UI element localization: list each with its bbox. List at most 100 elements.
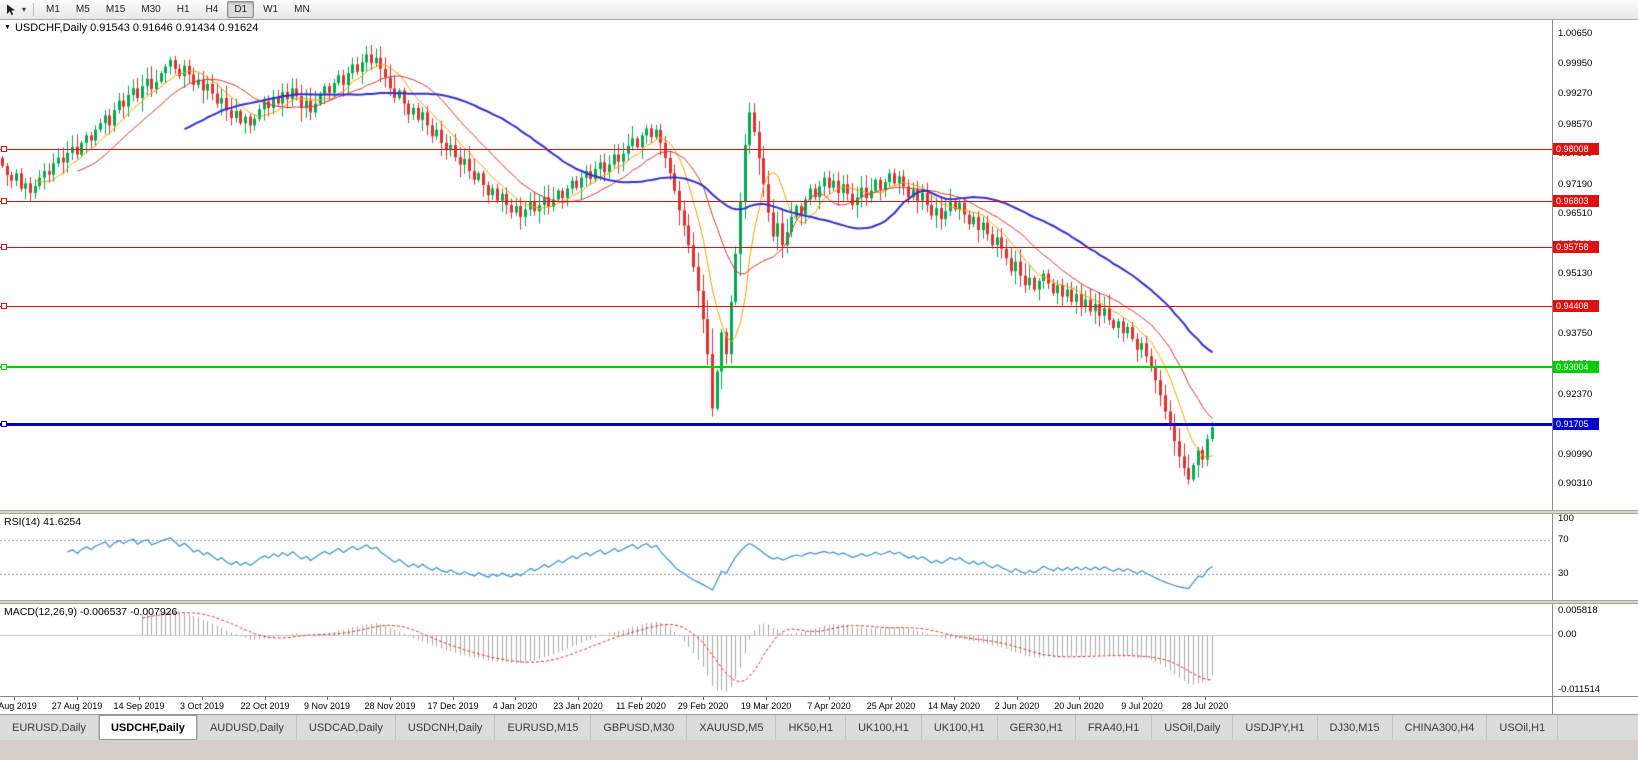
time-axis-tick <box>891 697 892 700</box>
chart-title-text: USDCHF,Daily 0.91543 0.91646 0.91434 0.9… <box>14 22 259 34</box>
hline-handle-0-96803[interactable] <box>1 198 7 205</box>
time-axis-label: 28 Nov 2019 <box>364 701 416 711</box>
hline-0-95758[interactable] <box>0 247 1552 248</box>
price-tag-0-93004: 0.93004 <box>1553 360 1599 373</box>
timeframe-button-d1[interactable]: D1 <box>227 1 255 18</box>
time-axis-label: 17 Dec 2019 <box>427 701 479 711</box>
hline-0-91705[interactable] <box>0 422 1552 426</box>
timeframe-button-mn[interactable]: MN <box>294 4 310 15</box>
price-axis-label: 0.99950 <box>1558 58 1593 70</box>
hline-0-98008[interactable] <box>0 149 1552 150</box>
time-axis-label: 23 Jan 2020 <box>553 701 603 711</box>
time-axis-corner <box>1552 696 1638 714</box>
price-axis-label: 0.93750 <box>1558 328 1593 340</box>
tab-eurusd-daily[interactable]: EURUSD,Daily <box>0 715 99 740</box>
time-axis-tick <box>202 697 203 700</box>
tab-uk100-h1[interactable]: UK100,H1 <box>922 715 998 740</box>
time-axis-tick <box>77 697 78 700</box>
timeframe-button-m1[interactable]: M1 <box>46 4 60 15</box>
status-bar <box>0 740 1638 760</box>
time-axis-label: 11 Feb 2020 <box>616 701 666 711</box>
time-axis-tick <box>1142 697 1143 700</box>
rsi-pane: RSI(14) 41.6254 100 70 30 <box>0 514 1638 600</box>
timeframe-button-m5[interactable]: M5 <box>75 4 90 15</box>
hline-handle-0-94408[interactable] <box>1 302 7 309</box>
hline-handle-0-91705[interactable] <box>1 420 7 427</box>
hline-handle-0-95758[interactable] <box>1 244 7 250</box>
price-tag-0-91705: 0.91705 <box>1553 417 1599 430</box>
tab-usdchf-daily[interactable]: USDCHF,Daily <box>98 715 198 740</box>
tab-ger30-h1[interactable]: GER30,H1 <box>998 715 1076 740</box>
price-axis-label: 0.97190 <box>1558 178 1593 190</box>
tab-fra40-h1[interactable]: FRA40,H1 <box>1076 715 1153 740</box>
price-tag-0-98008: 0.98008 <box>1553 143 1599 155</box>
timeframe-button-h4[interactable]: H4 <box>205 4 219 15</box>
price-axis-label: 0.92370 <box>1558 388 1593 400</box>
hline-handle-0-93004[interactable] <box>1 363 7 370</box>
tab-eurusd-m15[interactable]: EURUSD,M15 <box>495 715 592 740</box>
tab-uk100-h1[interactable]: UK100,H1 <box>846 715 922 740</box>
tab-usdjpy-h1[interactable]: USDJPY,H1 <box>1233 715 1318 740</box>
macd-canvas[interactable] <box>0 604 1552 696</box>
time-axis-label: 14 May 2020 <box>927 701 981 711</box>
macd-label: MACD(12,26,9) -0.006537 -0.007926 <box>4 606 178 618</box>
tab-usdcnh-daily[interactable]: USDCNH,Daily <box>396 715 496 740</box>
one-click-arrow-icon[interactable]: ▼ <box>4 24 11 31</box>
price-axis-label: 0.90310 <box>1558 478 1593 490</box>
time-axis-label: 22 Oct 2019 <box>240 701 290 711</box>
time-axis-label: 8 Aug 2019 <box>0 701 37 711</box>
price-axis-label: 0.95130 <box>1558 268 1593 280</box>
tab-hk50-h1[interactable]: HK50,H1 <box>776 715 847 740</box>
pane-splitter-rsi[interactable] <box>0 510 1638 514</box>
macd-axis-label: 0.005818 <box>1558 605 1598 616</box>
timeframe-button-h1[interactable]: H1 <box>176 4 190 15</box>
timeframe-button-m30[interactable]: M30 <box>141 4 161 15</box>
time-axis-label: 28 Jul 2020 <box>1181 701 1229 711</box>
hline-handle-0-98008[interactable] <box>1 146 7 152</box>
time-axis-tick <box>453 697 454 700</box>
time-axis-label: 7 Apr 2020 <box>807 701 851 711</box>
time-axis-label: 4 Jan 2020 <box>492 701 538 711</box>
dropdown-arrow-icon[interactable]: ▾ <box>21 5 26 14</box>
pane-splitter-macd[interactable] <box>0 600 1638 604</box>
macd-axis[interactable]: 0.005818 0.00 -0.011514 <box>1552 604 1638 696</box>
tab-bar: EURUSD,Daily USDCHF,Daily AUDUSD,Daily USDC… <box>0 714 1638 740</box>
rsi-axis-label: 100 <box>1558 514 1574 524</box>
hline-0-93004[interactable] <box>0 365 1552 368</box>
time-axis-strip[interactable]: 8 Aug 2019 27 Aug 2019 14 Sep 2019 3 Oct 20… <box>0 696 1552 714</box>
time-axis-label: 20 Jun 2020 <box>1054 701 1104 711</box>
time-axis-label: 14 Sep 2019 <box>113 701 165 711</box>
timeframe-button-m15[interactable]: M15 <box>105 4 126 15</box>
time-axis-tick <box>1017 697 1018 700</box>
hline-0-94408[interactable] <box>0 305 1552 307</box>
macd-axis-label: -0.011514 <box>1558 684 1601 695</box>
time-axis-label: 27 Aug 2019 <box>51 701 103 711</box>
tab-usoil-daily[interactable]: USOil,Daily <box>1152 715 1234 740</box>
macd-plot: MACD(12,26,9) -0.006537 -0.007926 <box>0 604 1552 696</box>
tab-usoil-h1[interactable]: USOil,H1 <box>1487 715 1559 740</box>
hline-0-96803[interactable] <box>0 201 1552 203</box>
tab-usdcad-daily[interactable]: USDCAD,Daily <box>297 715 396 740</box>
time-axis-tick <box>766 697 767 700</box>
tab-dj30-m15[interactable]: DJ30,M15 <box>1318 715 1393 740</box>
timeframe-button-w1[interactable]: W1 <box>263 4 279 15</box>
cursor-icon[interactable] <box>3 2 19 18</box>
time-axis-label: 3 Oct 2019 <box>179 701 225 711</box>
time-axis-tick <box>641 697 642 700</box>
tab-audusd-daily[interactable]: AUDUSD,Daily <box>198 715 297 740</box>
price-axis-label: 0.90990 <box>1558 448 1593 460</box>
time-axis-tick <box>829 697 830 700</box>
price-canvas[interactable] <box>0 20 1552 510</box>
main-price-axis[interactable]: 1.006500.999500.992700.985700.978900.971… <box>1552 20 1638 510</box>
rsi-axis[interactable]: 100 70 30 <box>1552 514 1638 600</box>
tab-gbpusd-m30[interactable]: GBPUSD,M30 <box>591 715 688 740</box>
tab-china300-h4[interactable]: CHINA300,H4 <box>1393 715 1488 740</box>
time-axis-label: 2 Jun 2020 <box>994 701 1040 711</box>
time-axis-tick <box>139 697 140 700</box>
time-axis-tick <box>327 697 328 700</box>
chart-title: ▼ USDCHF,Daily 0.91543 0.91646 0.91434 0… <box>4 22 258 34</box>
rsi-canvas[interactable] <box>0 514 1552 600</box>
price-tag-0-95758: 0.95758 <box>1553 241 1599 253</box>
tab-xauusd-m5[interactable]: XAUUSD,M5 <box>687 715 777 740</box>
price-axis-label: 0.99270 <box>1558 88 1593 100</box>
